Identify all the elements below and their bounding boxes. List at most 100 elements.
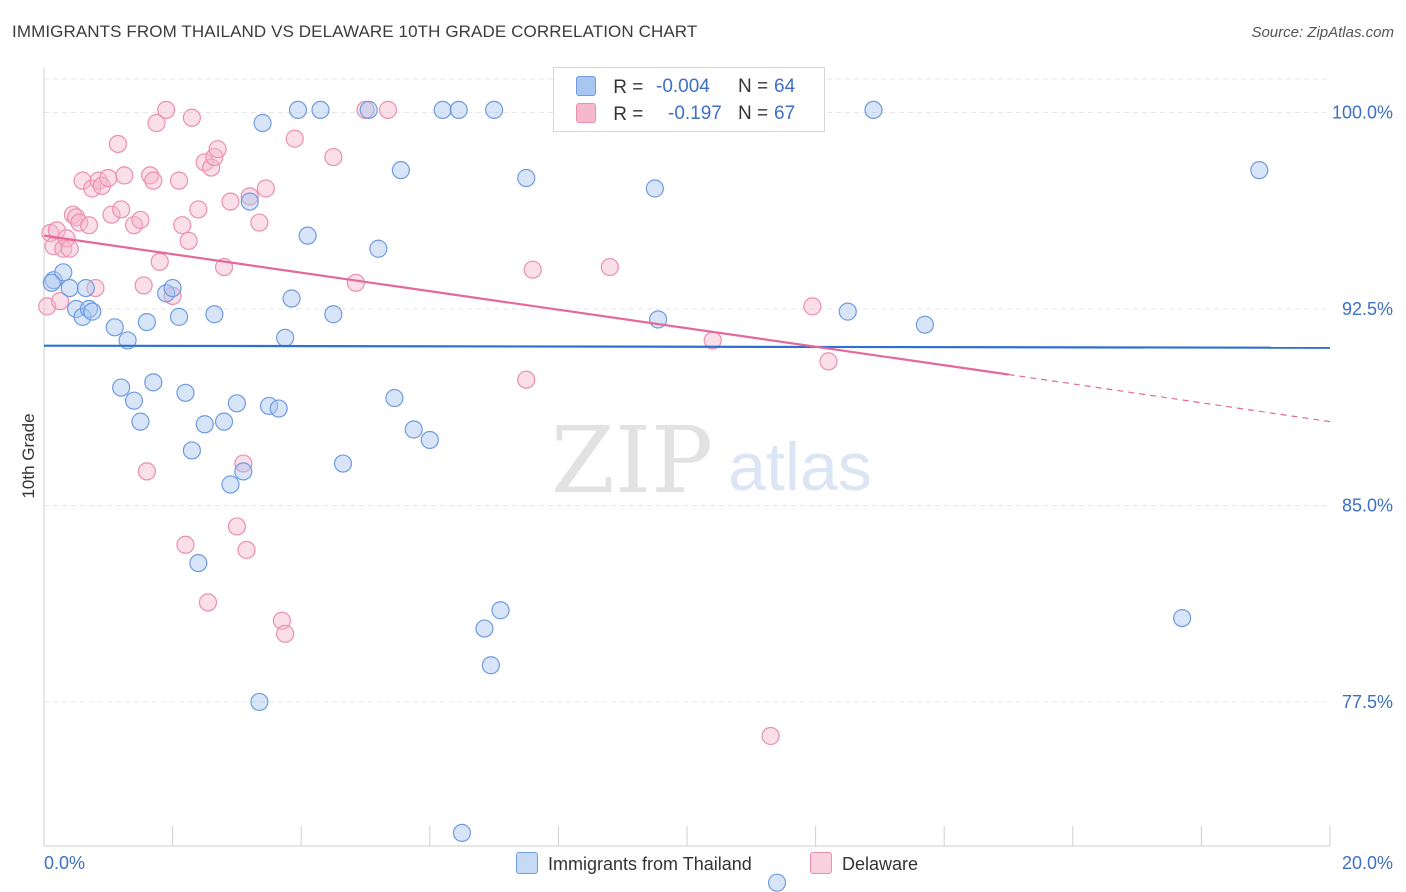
thailand-point bbox=[864, 100, 883, 120]
thailand-point bbox=[269, 399, 288, 418]
delaware-point bbox=[144, 171, 163, 190]
delaware-point bbox=[198, 593, 218, 612]
thailand-point bbox=[60, 278, 79, 298]
thailand-point bbox=[253, 113, 272, 133]
delaware-point bbox=[176, 535, 195, 554]
y-tick-label: 77.5% bbox=[1342, 692, 1393, 712]
thailand-point bbox=[517, 168, 536, 188]
thailand-point bbox=[221, 475, 240, 494]
thailand-point bbox=[1173, 609, 1192, 628]
thailand-point bbox=[76, 278, 95, 298]
delaware-point bbox=[140, 166, 160, 185]
legend-swatch-blue bbox=[576, 76, 596, 96]
gridlines bbox=[44, 78, 1330, 703]
thailand-point bbox=[176, 383, 195, 402]
thailand-point bbox=[205, 305, 224, 324]
watermark: ZIP atlas bbox=[551, 407, 872, 514]
delaware-point bbox=[147, 113, 166, 133]
thailand-point bbox=[391, 161, 410, 180]
delaware-point bbox=[346, 273, 365, 292]
thailand-point bbox=[83, 302, 102, 321]
thailand-point bbox=[137, 312, 156, 332]
thailand-point bbox=[298, 226, 317, 245]
legend-row-delaware: R = -0.197 N = 67 bbox=[576, 103, 795, 129]
thailand-point bbox=[169, 307, 189, 326]
trend-lines bbox=[43, 234, 1331, 423]
delaware-point bbox=[137, 462, 156, 481]
delaware-point bbox=[112, 200, 131, 219]
delaware-point bbox=[182, 108, 201, 127]
thailand-point bbox=[481, 656, 500, 675]
thailand-point bbox=[324, 305, 343, 324]
delaware-point bbox=[86, 278, 105, 298]
delaware-point bbox=[99, 168, 118, 188]
delaware-point bbox=[250, 213, 269, 232]
thailand-trend-line bbox=[43, 344, 1331, 349]
bottom-legend-thailand[interactable]: Immigrants from Thailand bbox=[516, 852, 752, 875]
delaware-point bbox=[819, 352, 838, 371]
delaware-point bbox=[324, 147, 343, 167]
delaware-point bbox=[189, 200, 208, 219]
thailand-point bbox=[645, 179, 664, 198]
legend-row-thailand: R = -0.004 N = 64 bbox=[576, 76, 795, 102]
axes bbox=[43, 68, 1331, 847]
source-credit: Source: ZipAtlas.com bbox=[1251, 24, 1394, 41]
thailand-point bbox=[333, 454, 353, 473]
thailand-point bbox=[449, 100, 468, 120]
thailand-point bbox=[250, 692, 269, 712]
chart-title: IMMIGRANTS FROM THAILAND VS DELAWARE 10T… bbox=[12, 22, 698, 41]
delaware-point bbox=[240, 187, 259, 206]
delaware-point bbox=[378, 100, 398, 120]
legend-r-label: R = bbox=[613, 77, 644, 98]
y-tick-label: 100.0% bbox=[1332, 103, 1393, 123]
delaware-point bbox=[276, 624, 295, 643]
delaware-point bbox=[108, 134, 128, 154]
thailand-point bbox=[79, 299, 99, 319]
y-tick-label: 92.5% bbox=[1342, 299, 1393, 319]
delaware-point bbox=[131, 210, 150, 230]
delaware-point bbox=[115, 166, 134, 185]
legend-swatch-pink bbox=[576, 103, 596, 123]
thailand-point bbox=[288, 100, 308, 120]
delaware-point bbox=[157, 100, 176, 120]
legend-r-value: -0.197 bbox=[668, 103, 722, 124]
thailand-point bbox=[182, 441, 201, 460]
delaware-point bbox=[150, 252, 169, 271]
thailand-point bbox=[282, 289, 301, 308]
delaware-point bbox=[50, 292, 70, 311]
delaware-point bbox=[523, 260, 542, 279]
delaware-point bbox=[60, 239, 79, 258]
thailand-point bbox=[227, 394, 246, 413]
thailand-point bbox=[359, 100, 378, 120]
thailand-point bbox=[838, 302, 857, 321]
legend-label-thailand: Immigrants from Thailand bbox=[548, 854, 752, 874]
thailand-point bbox=[452, 823, 472, 843]
delaware-point bbox=[761, 726, 780, 746]
thailand-point bbox=[369, 239, 388, 258]
thailand-point bbox=[767, 873, 787, 892]
thailand-point bbox=[195, 415, 214, 434]
watermark-atlas: atlas bbox=[728, 429, 872, 505]
delaware-point bbox=[227, 517, 246, 536]
delaware-point bbox=[256, 179, 275, 198]
thailand-point bbox=[491, 601, 510, 620]
watermark-zip: ZIP bbox=[551, 407, 713, 514]
delaware-point bbox=[285, 129, 304, 148]
thailand-point bbox=[915, 315, 935, 334]
x-tick-label: 0.0% bbox=[44, 853, 85, 873]
thailand-point bbox=[404, 420, 423, 439]
thailand-point bbox=[214, 412, 234, 431]
thailand-point bbox=[124, 391, 144, 410]
x-tick-label: 20.0% bbox=[1342, 853, 1393, 873]
thailand-point bbox=[1250, 161, 1269, 180]
thailand-point bbox=[420, 430, 439, 450]
thailand-point bbox=[234, 462, 253, 481]
bottom-legend-delaware[interactable]: Delaware bbox=[810, 852, 918, 875]
legend-n-label: N = bbox=[738, 103, 769, 124]
thailand-point bbox=[311, 100, 330, 120]
delaware-point bbox=[169, 171, 189, 190]
delaware-points bbox=[38, 100, 838, 746]
y-axis-label: 10th Grade bbox=[19, 413, 38, 498]
thailand-point bbox=[131, 412, 150, 431]
